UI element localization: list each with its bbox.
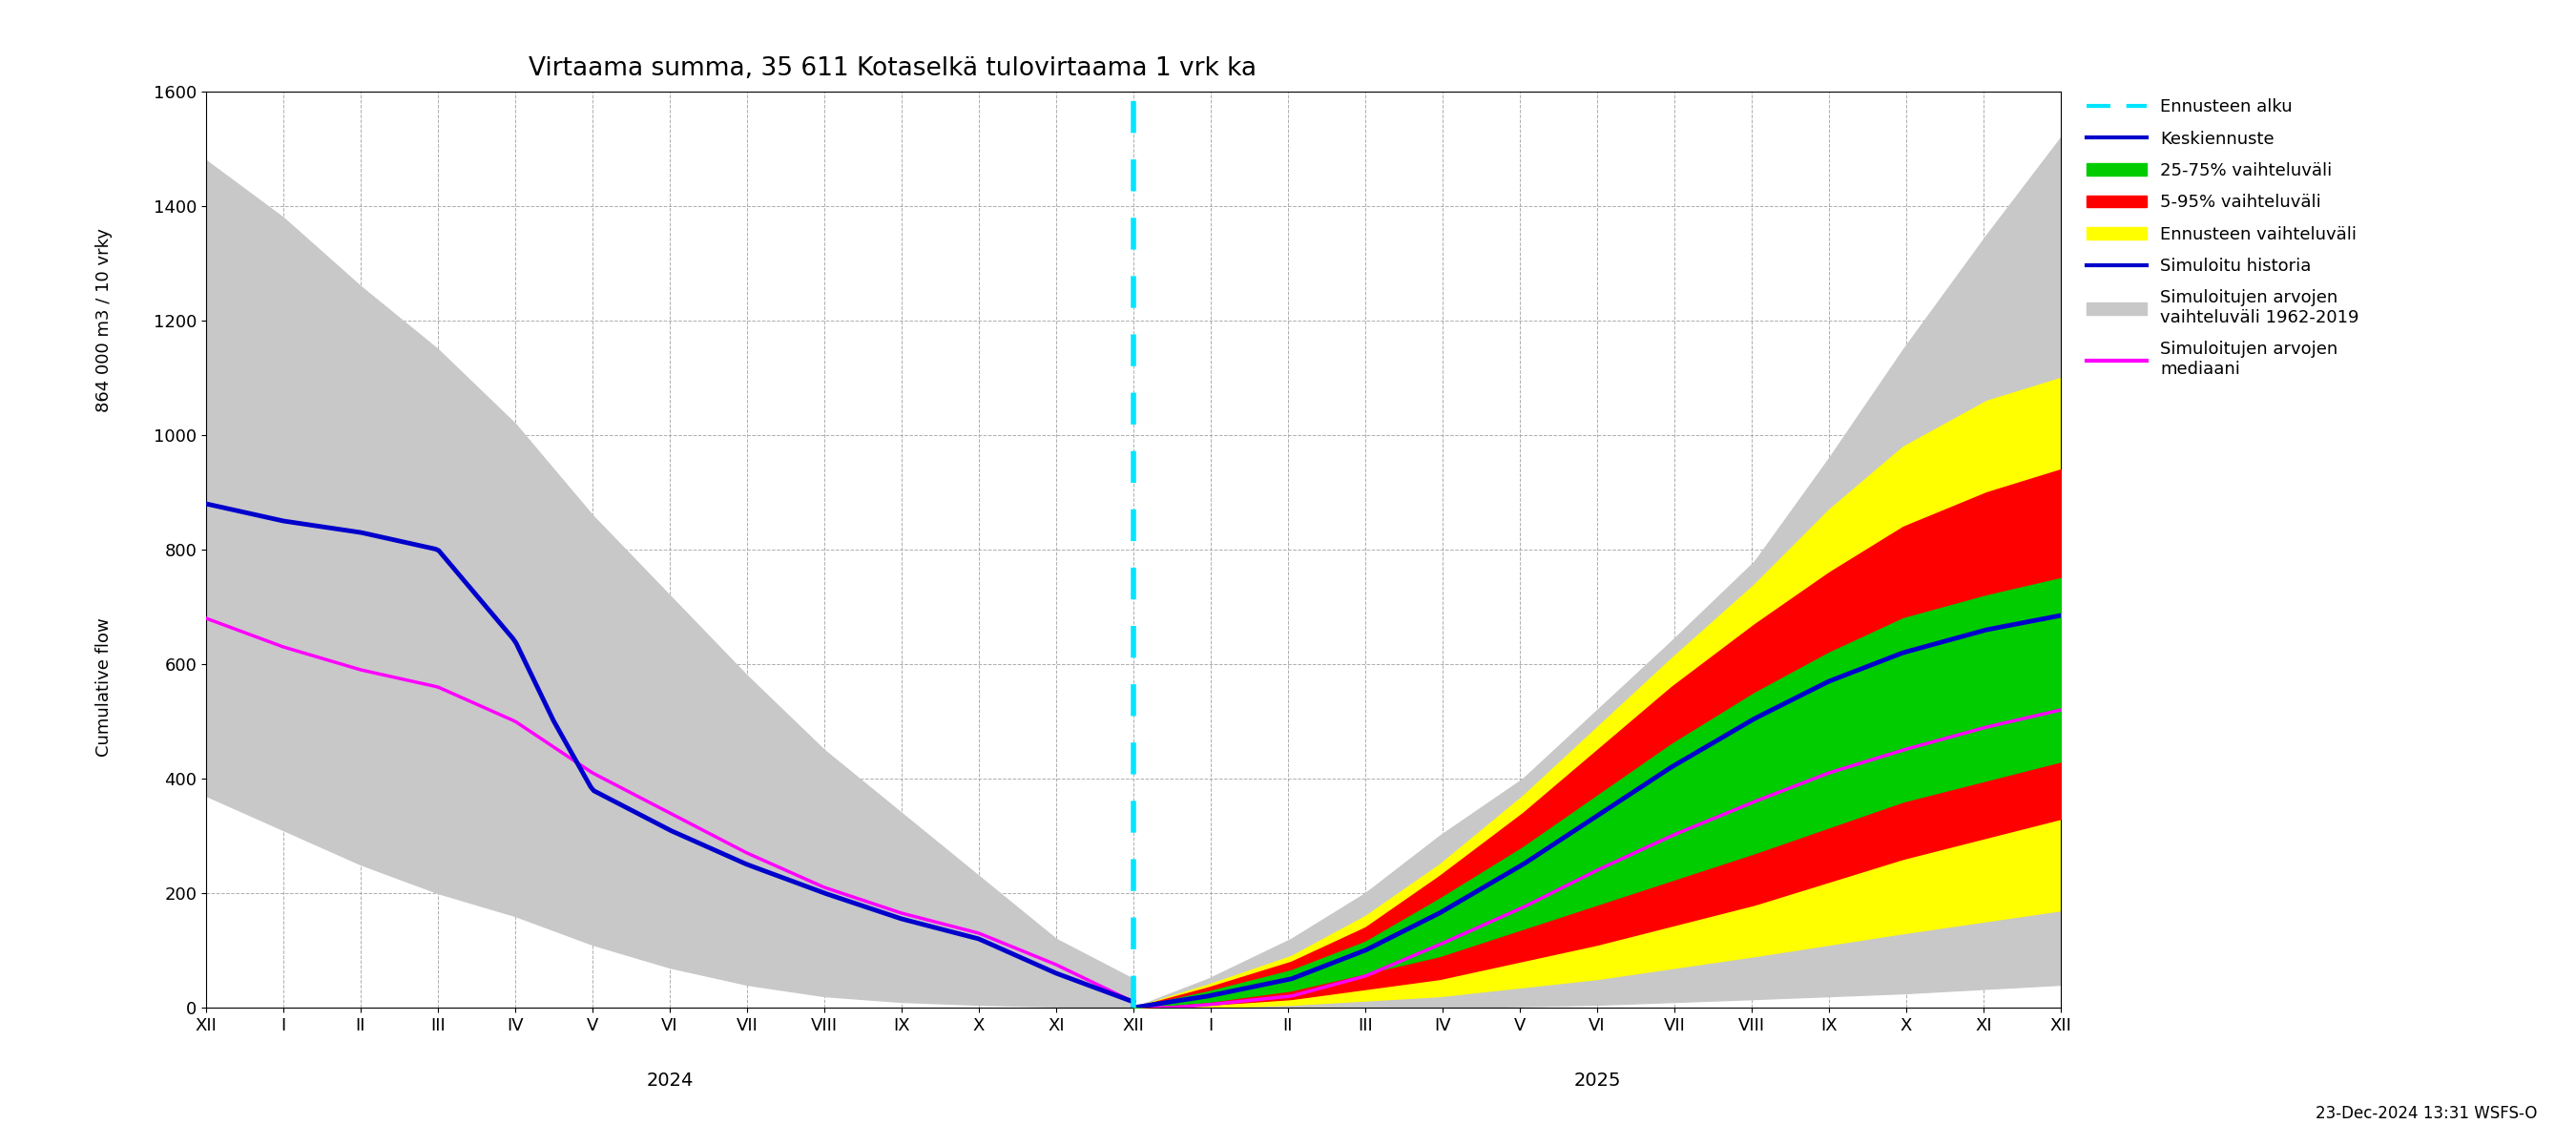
Text: 2024: 2024: [647, 1072, 693, 1090]
Text: 23-Dec-2024 13:31 WSFS-O: 23-Dec-2024 13:31 WSFS-O: [2316, 1105, 2537, 1122]
Legend: Ennusteen alku, Keskiennuste, 25-75% vaihteluväli, 5-95% vaihteluväli, Ennusteen: Ennusteen alku, Keskiennuste, 25-75% vai…: [2079, 92, 2367, 385]
Text: 2025: 2025: [1574, 1072, 1620, 1090]
Text: Cumulative flow: Cumulative flow: [95, 617, 113, 757]
Title: Virtaama summa, 35 611 Kotaselkä tulovirtaama 1 vrk ka: Virtaama summa, 35 611 Kotaselkä tulovir…: [528, 56, 1257, 81]
Text: 864 000 m3 / 10 vrky: 864 000 m3 / 10 vrky: [95, 229, 113, 412]
